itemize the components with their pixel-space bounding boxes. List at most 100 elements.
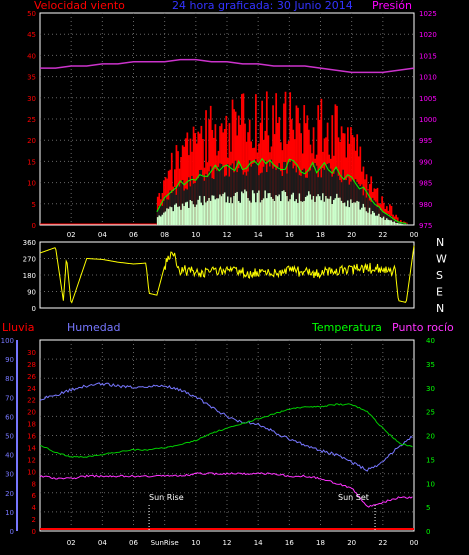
wind-low-bar bbox=[156, 217, 159, 225]
wind-low-bar bbox=[303, 200, 306, 225]
wind-low-bar bbox=[362, 203, 365, 225]
temperature-title: Temperatura bbox=[311, 321, 382, 334]
wind-low-bar bbox=[331, 204, 334, 225]
wind-average-bar bbox=[387, 214, 390, 225]
wind-low-bar bbox=[228, 202, 231, 225]
time-axis-tick: 16 bbox=[285, 231, 294, 239]
wind-low-bar bbox=[387, 219, 390, 225]
wind-low-bar bbox=[275, 195, 278, 225]
wind-low-bar bbox=[220, 196, 223, 225]
wind-low-bar bbox=[248, 200, 251, 225]
temperature-axis-tick: 0 bbox=[426, 528, 430, 536]
rain-title: Lluvia bbox=[2, 321, 34, 334]
wind-low-bar bbox=[371, 211, 374, 225]
wind-low-bar bbox=[189, 199, 192, 225]
wind-low-bar bbox=[290, 194, 293, 225]
wind-gust-bar bbox=[205, 110, 207, 225]
wind-axis-tick: 25 bbox=[27, 116, 36, 124]
wind-gust-bar bbox=[233, 109, 235, 225]
pressure-axis-tick: 985 bbox=[419, 180, 432, 188]
pressure-axis-tick: 1025 bbox=[419, 10, 437, 18]
wind-average-bar bbox=[345, 180, 348, 225]
wind-average-bar bbox=[234, 160, 237, 225]
wind-average-bar bbox=[191, 175, 193, 225]
wind-average-bar bbox=[395, 219, 398, 225]
wind-gust-bar bbox=[303, 105, 306, 225]
wind-gust-bar bbox=[350, 127, 352, 225]
wind-average-bar bbox=[375, 201, 377, 225]
wind-average-bar bbox=[359, 185, 362, 225]
humidity-axis-tick: 0 bbox=[10, 528, 14, 536]
wind-average-bar bbox=[343, 179, 346, 225]
wind-axis-tick: 15 bbox=[27, 158, 36, 166]
time-axis-tick: 16 bbox=[285, 539, 294, 547]
wind-low-bar bbox=[315, 196, 318, 225]
wind-low-bar bbox=[322, 193, 324, 225]
wind-gust-bar bbox=[183, 146, 186, 225]
wind-average-bar bbox=[392, 218, 394, 225]
wind-low-bar bbox=[186, 201, 189, 225]
rain-axis-tick: 26 bbox=[27, 373, 36, 381]
wind-gust-bar bbox=[189, 138, 192, 225]
wind-low-bar bbox=[202, 205, 204, 225]
humidity-axis-tick: 100 bbox=[1, 337, 14, 345]
wind-low-bar bbox=[276, 196, 279, 225]
pressure-line bbox=[40, 58, 415, 74]
wind-gust-bar bbox=[241, 94, 243, 225]
wind-average-bar bbox=[303, 168, 306, 225]
wind-low-bar bbox=[373, 212, 376, 225]
wind-low-bar bbox=[370, 214, 373, 225]
wind-low-bar bbox=[295, 199, 298, 225]
wind-low-bar bbox=[317, 194, 320, 225]
wind-low-bar bbox=[292, 192, 295, 225]
wind-low-bar bbox=[314, 201, 316, 225]
wind-average-line bbox=[156, 157, 407, 225]
humidity-axis-tick: 60 bbox=[5, 413, 14, 421]
direction-axis-tick: 180 bbox=[23, 272, 36, 280]
time-axis-tick: 08 bbox=[160, 231, 169, 239]
temperature-axis-tick: 30 bbox=[426, 385, 435, 393]
wind-axis-tick: 40 bbox=[27, 52, 36, 60]
wind-low-bar bbox=[178, 206, 181, 225]
wind-low-bar bbox=[318, 196, 321, 225]
wind-average-bar bbox=[255, 159, 257, 225]
wind-low-bar bbox=[251, 190, 254, 225]
wind-low-bar bbox=[390, 220, 393, 225]
humidity-axis-tick: 50 bbox=[5, 433, 14, 441]
rain-axis-tick: 4 bbox=[32, 504, 37, 512]
time-axis-tick: 14 bbox=[254, 539, 263, 547]
rain-axis-tick: 6 bbox=[32, 492, 37, 500]
wind-low-bar bbox=[211, 195, 214, 225]
wind-average-bar bbox=[332, 173, 335, 225]
wind-gust-bar bbox=[389, 204, 391, 225]
wind-average-bar bbox=[225, 175, 228, 225]
wind-low-bar bbox=[309, 194, 312, 225]
wind-low-bar bbox=[169, 206, 172, 225]
wind-average-bar bbox=[276, 167, 279, 225]
wind-low-bar bbox=[354, 202, 357, 225]
wind-low-bar bbox=[336, 193, 338, 225]
wind-gust-bar bbox=[317, 105, 320, 225]
wind-low-bar bbox=[256, 192, 259, 225]
wind-average-bar bbox=[227, 164, 229, 225]
compass-label: E bbox=[436, 286, 443, 299]
wind-low-bar bbox=[170, 207, 173, 225]
wind-low-bar bbox=[184, 202, 187, 225]
wind-gust-bar bbox=[336, 105, 338, 225]
wind-average-bar bbox=[403, 222, 405, 225]
time-axis-tick: 18 bbox=[316, 539, 325, 547]
wind-average-bar bbox=[351, 179, 354, 225]
pressure-axis-tick: 1015 bbox=[419, 52, 437, 60]
wind-low-bar bbox=[258, 190, 260, 225]
direction-axis-tick: 270 bbox=[23, 256, 36, 264]
wind-gust-bar bbox=[340, 126, 343, 225]
wind-low-bar bbox=[396, 222, 399, 225]
wind-low-bar bbox=[180, 209, 182, 225]
wind-low-bar bbox=[356, 200, 359, 225]
wind-low-bar bbox=[384, 220, 387, 225]
wind-low-bar bbox=[264, 190, 267, 225]
wind-average-bar bbox=[181, 179, 184, 225]
temperature-axis-tick: 20 bbox=[426, 433, 435, 441]
pressure-axis-tick: 1020 bbox=[419, 31, 437, 39]
wind-gust-bar bbox=[209, 105, 212, 225]
